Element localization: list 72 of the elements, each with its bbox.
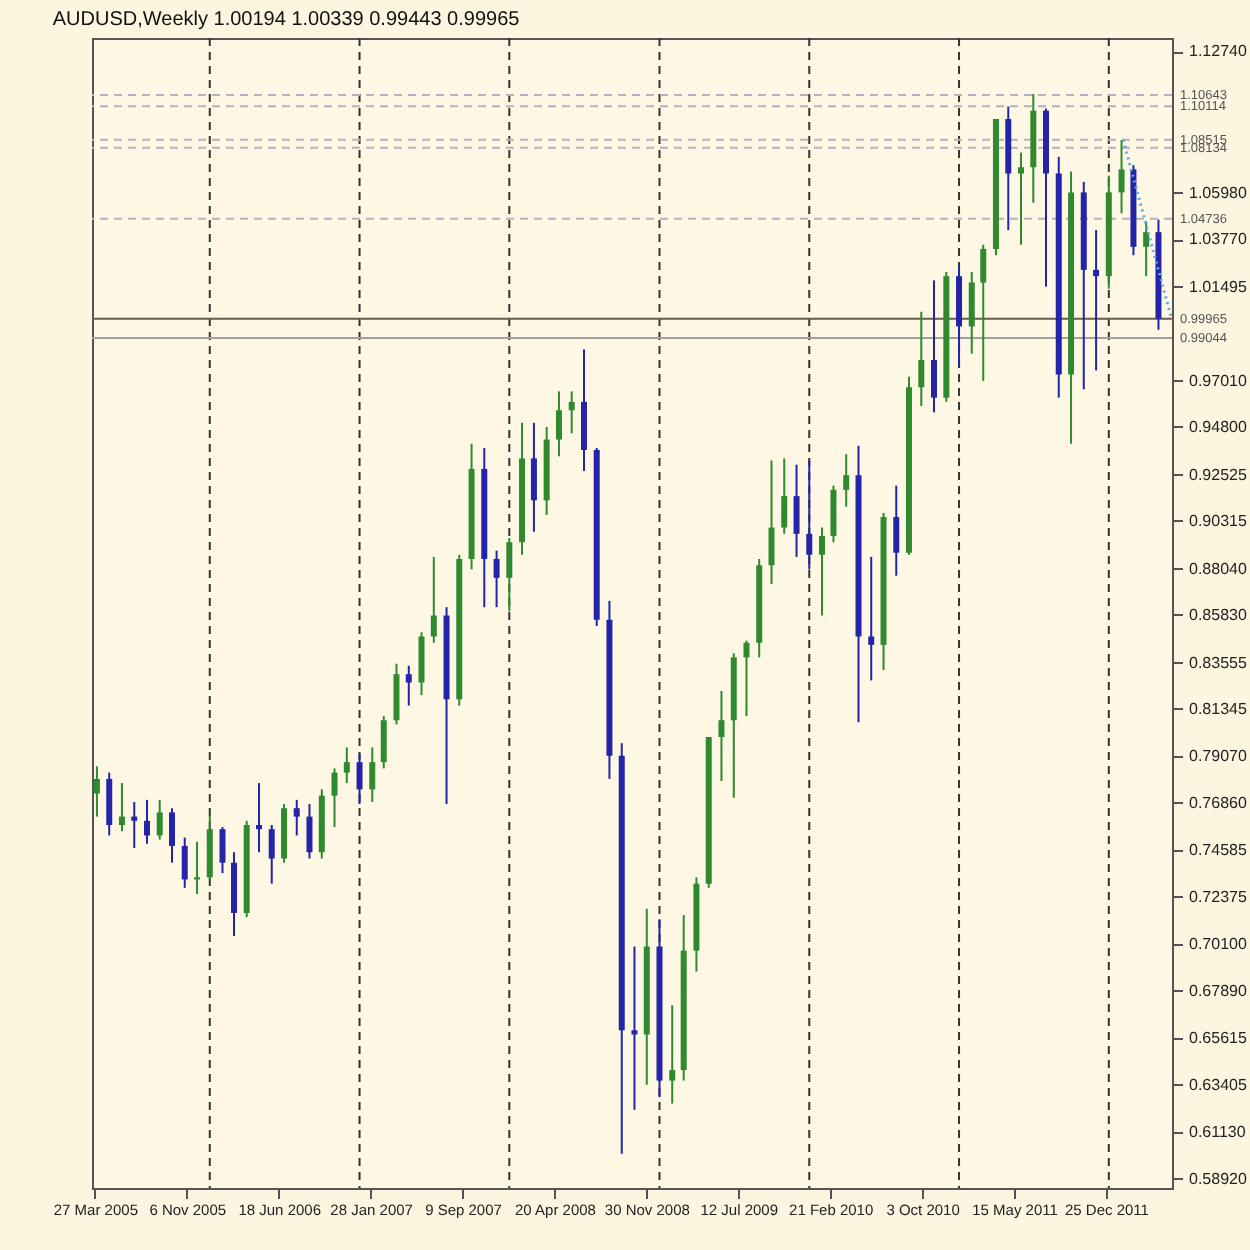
candlestick bbox=[493, 549, 500, 609]
candlestick bbox=[268, 823, 275, 885]
y-tick-label: 0.58920 bbox=[1189, 1169, 1248, 1188]
candlestick bbox=[306, 803, 313, 860]
y-tick-label: 0.79070 bbox=[1189, 747, 1248, 766]
y-tick-label: 0.81345 bbox=[1189, 699, 1248, 718]
candlestick bbox=[418, 631, 425, 697]
candlestick bbox=[118, 782, 125, 833]
y-tick-label: 0.94800 bbox=[1189, 417, 1248, 436]
candlestick bbox=[918, 310, 925, 408]
candlestick bbox=[868, 555, 875, 682]
candlestick bbox=[768, 459, 775, 586]
candlestick bbox=[1093, 229, 1100, 372]
y-tick-label: 0.61130 bbox=[1189, 1123, 1247, 1142]
y-tick-label: 0.65615 bbox=[1189, 1029, 1248, 1048]
candlestick bbox=[718, 689, 725, 782]
candlestick bbox=[843, 453, 850, 508]
candlestick bbox=[1018, 151, 1024, 246]
candlestick bbox=[131, 800, 138, 850]
candlestick bbox=[1143, 220, 1150, 278]
candlestick bbox=[169, 807, 176, 864]
candlestick bbox=[830, 484, 837, 544]
candlestick bbox=[256, 782, 263, 854]
candlestick bbox=[331, 767, 338, 829]
candlestick bbox=[806, 459, 813, 571]
candlestick bbox=[369, 746, 376, 803]
candlestick bbox=[793, 463, 800, 558]
y-tick-label: 0.97010 bbox=[1189, 371, 1248, 390]
y-tick-label: 1.05980 bbox=[1189, 183, 1248, 202]
y-tick-label: 0.74585 bbox=[1189, 841, 1248, 860]
candlestick bbox=[293, 798, 300, 837]
y-tick-label: 0.76860 bbox=[1189, 793, 1248, 812]
y-tick-label: 1.12740 bbox=[1189, 42, 1248, 61]
candlestick bbox=[506, 537, 513, 613]
candlestick bbox=[743, 639, 750, 718]
y-tick-label: 0.92525 bbox=[1189, 465, 1248, 484]
candlestick bbox=[968, 270, 975, 355]
candlestick bbox=[980, 243, 987, 382]
y-tick-label: 1.03770 bbox=[1189, 230, 1248, 249]
candlestick bbox=[781, 457, 788, 535]
candlestick bbox=[393, 662, 400, 726]
y-tick-label: 0.67890 bbox=[1189, 981, 1248, 1000]
candlestick bbox=[931, 279, 938, 414]
candlestick bbox=[568, 390, 575, 435]
candlestick bbox=[143, 798, 150, 845]
y-tick-label: 0.70100 bbox=[1189, 935, 1248, 954]
y-tick-label: 0.72375 bbox=[1189, 887, 1248, 906]
candlestick bbox=[93, 765, 100, 818]
candlestick bbox=[405, 664, 412, 707]
y-tick-label: 0.63405 bbox=[1189, 1075, 1248, 1094]
y-tick-label: 0.83555 bbox=[1189, 653, 1248, 672]
candlestick bbox=[194, 840, 201, 896]
y-tick-label: 0.90315 bbox=[1189, 511, 1248, 530]
candlestick bbox=[356, 752, 363, 806]
candlestick bbox=[530, 421, 537, 533]
y-tick-label: 0.85830 bbox=[1189, 605, 1248, 624]
candlestick bbox=[818, 526, 825, 617]
y-tick-label: 1.01495 bbox=[1189, 277, 1248, 296]
candlestick bbox=[555, 390, 562, 458]
y-tick-label: 0.88040 bbox=[1189, 559, 1248, 578]
candlestick bbox=[669, 1004, 676, 1105]
candlestick bbox=[631, 945, 638, 1111]
candlestick bbox=[380, 715, 387, 770]
candlestick bbox=[430, 555, 437, 644]
candlestick bbox=[1118, 139, 1125, 215]
candlestick bbox=[156, 798, 163, 841]
chart-title: AUDUSD,Weekly 1.00194 1.00339 0.99443 0.99965 bbox=[52, 9, 521, 31]
candlestick bbox=[106, 771, 113, 837]
candlestick bbox=[219, 826, 226, 875]
candlestick bbox=[343, 746, 350, 785]
candlestick bbox=[181, 836, 188, 889]
candlestick bbox=[893, 484, 900, 577]
